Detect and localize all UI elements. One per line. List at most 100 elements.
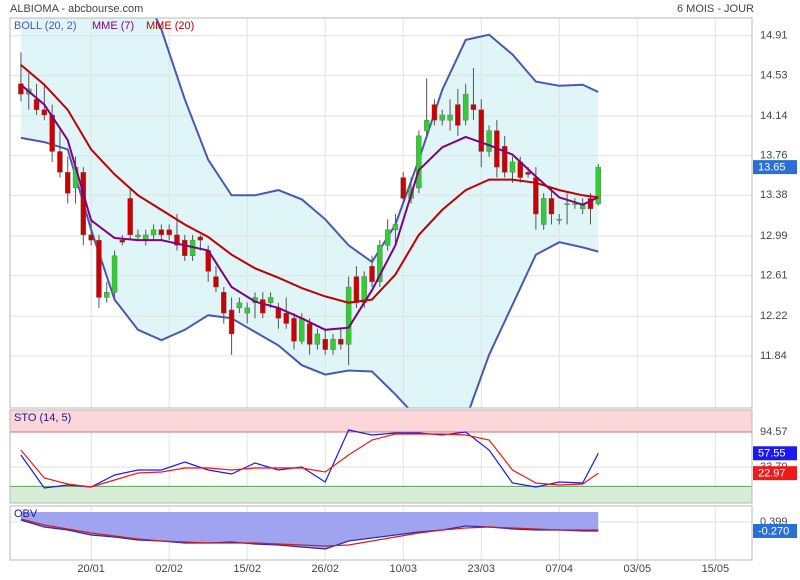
candle-body: [525, 172, 531, 175]
candle-body: [384, 229, 391, 246]
last-value-box: [753, 523, 797, 538]
x-tick-label: 07/04: [546, 563, 574, 575]
candle-body: [501, 146, 508, 173]
panel-frame: [9, 505, 753, 561]
panel-1: [10, 410, 752, 503]
candle-body: [65, 172, 71, 194]
last-value-box: [753, 466, 797, 481]
candle-body: [127, 198, 133, 236]
candle-body: [455, 104, 461, 126]
candle-body: [556, 219, 562, 221]
panel-frame: [9, 409, 753, 504]
candle-body: [244, 307, 250, 314]
candle-body: [447, 114, 453, 121]
candle-body: [353, 276, 360, 303]
panel-0: [10, 18, 752, 408]
panel-2: [10, 506, 752, 560]
y-tick-label: 14.14: [760, 110, 788, 122]
y-tick-label: 12.99: [760, 230, 788, 242]
band-fill: [20, 18, 599, 408]
candle-body: [41, 109, 48, 116]
candle-body: [150, 229, 157, 236]
candle-body: [478, 109, 484, 152]
last-value-label: 57.55: [758, 448, 786, 460]
y-tick-label: 13.76: [760, 150, 788, 162]
y-tick-label: 94.57: [760, 426, 788, 438]
candle-body: [119, 239, 126, 243]
candle-body: [377, 245, 383, 283]
x-tick-label: 20/01: [77, 563, 105, 575]
obv-line: [20, 518, 599, 547]
candle-body: [540, 198, 547, 225]
candle-body: [572, 203, 578, 205]
x-tick-label: 26/02: [311, 563, 339, 575]
candle-body: [33, 99, 40, 110]
candle-body: [166, 229, 172, 236]
period: 6 MOIS - JOUR: [677, 3, 754, 15]
x-tick-label: 23/03: [467, 563, 495, 575]
candle-body: [104, 292, 110, 298]
candle-body: [369, 265, 375, 283]
candle-body: [509, 161, 516, 173]
legend-label: BOLL (20, 2): [14, 20, 77, 32]
x-tick-label: 10/03: [389, 563, 417, 575]
x-tick-label: 15/02: [233, 563, 261, 575]
candle-body: [197, 236, 204, 241]
candle-body: [299, 318, 305, 342]
candle-body: [18, 83, 24, 95]
candle-body: [306, 323, 313, 345]
candle-body: [182, 239, 188, 256]
last-value-label: 22.97: [758, 468, 786, 480]
last-value-label: 13.65: [758, 162, 786, 174]
panel-frame: [9, 17, 753, 409]
candle-body: [228, 309, 235, 335]
candle-body: [314, 333, 321, 345]
candle-body: [392, 224, 399, 230]
candle-body: [595, 166, 601, 204]
moving-average: [20, 83, 599, 331]
candle-body: [345, 286, 352, 345]
legend-label: MME (7): [92, 20, 134, 32]
candle-body: [439, 114, 445, 121]
candle-body: [221, 292, 227, 314]
last-value-label: -0.270: [758, 525, 789, 537]
candle-body: [486, 130, 492, 152]
zone-high: [10, 410, 752, 432]
candle-body: [57, 151, 63, 173]
stochastic-line: [20, 429, 599, 489]
candle-body: [416, 135, 422, 189]
y-tick-label: 13.38: [760, 189, 788, 201]
candle-body: [213, 276, 219, 288]
candle-body: [400, 177, 406, 199]
candle-body: [330, 338, 336, 350]
moving-average: [20, 64, 599, 304]
y-tick-label: 11.84: [760, 350, 787, 362]
band-upper: [154, 18, 599, 264]
candle-body: [283, 312, 289, 324]
stochastic-line: [20, 433, 599, 488]
band-lower: [20, 136, 599, 408]
candle-body: [260, 299, 266, 314]
y-tick-label: 14.91: [760, 30, 788, 42]
y-tick-label: 12.61: [760, 269, 788, 281]
candle-body: [462, 93, 469, 121]
x-tick-label: 15/05: [702, 563, 730, 575]
obv-line: [20, 519, 599, 550]
legend-label: STO (14, 5): [14, 412, 71, 424]
x-tick-label: 03/05: [624, 563, 652, 575]
candle-body: [174, 234, 180, 246]
page-title: ALBIOMA - abcbourse.com: [10, 3, 143, 15]
x-tick-label: 02/02: [155, 563, 183, 575]
candle-body: [431, 104, 438, 121]
candle-body: [470, 104, 477, 110]
candle-body: [236, 302, 243, 309]
candle-body: [88, 234, 94, 241]
candle-body: [80, 172, 87, 236]
candle-body: [135, 234, 141, 238]
candle-body: [158, 229, 165, 236]
candle-body: [564, 203, 570, 205]
candle-body: [111, 255, 118, 293]
y-tick-label: 12.22: [760, 310, 788, 322]
zone-low: [10, 486, 752, 503]
legend-label: OBV: [14, 508, 38, 520]
